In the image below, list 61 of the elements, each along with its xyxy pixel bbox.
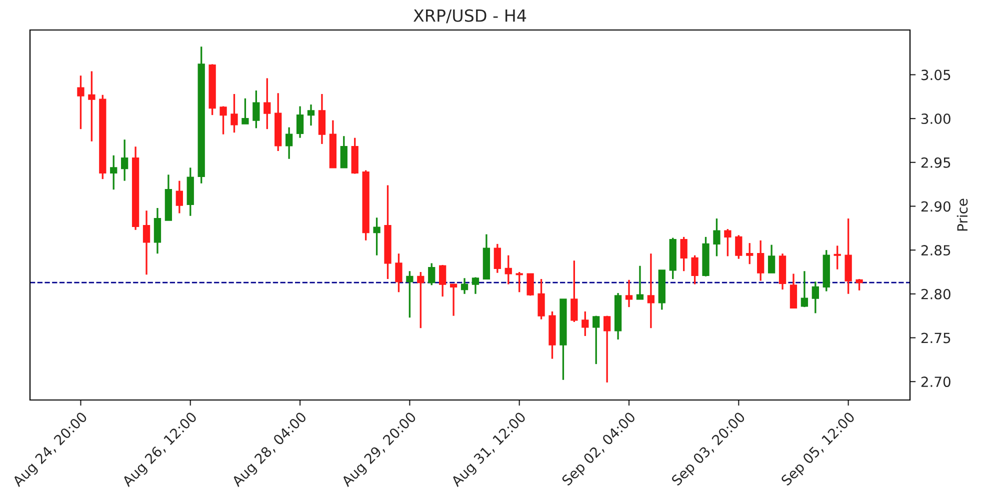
candlestick	[647, 252, 655, 329]
candlestick	[724, 228, 732, 258]
candlestick	[307, 104, 315, 126]
candlestick	[373, 216, 380, 256]
candlestick	[176, 180, 183, 214]
y-tick-label: 2.75	[921, 332, 950, 344]
candlestick	[757, 240, 764, 282]
candlestick	[691, 254, 698, 286]
candlestick	[713, 218, 720, 258]
candlestick	[406, 270, 414, 318]
y-tick-label: 2.95	[921, 157, 950, 168]
candlestick	[296, 105, 304, 139]
candlestick	[110, 154, 118, 190]
y-tick-label: 2.70	[921, 376, 950, 388]
y-tick-label: 3.00	[921, 114, 950, 124]
candlestick	[790, 272, 798, 309]
candlestick	[77, 74, 84, 130]
candlestick	[460, 277, 468, 295]
candlestick	[285, 126, 293, 160]
y-tick-label: 2.80	[921, 288, 950, 300]
candlestick	[242, 98, 249, 125]
y-tick-label: 3.05	[921, 70, 950, 80]
candlestick	[592, 314, 600, 365]
candlestick	[768, 244, 776, 274]
candlestick	[121, 138, 128, 182]
candlestick	[450, 283, 458, 317]
candlestick	[856, 278, 863, 292]
candlestick	[230, 93, 238, 134]
candlestick	[636, 265, 644, 300]
candlestick	[395, 252, 402, 293]
candlestick	[812, 280, 819, 314]
y-axis-title: Price	[956, 198, 968, 231]
candlestick	[428, 262, 436, 286]
candlestick	[494, 243, 501, 274]
candlestick	[340, 135, 348, 168]
candlestick	[604, 314, 611, 384]
candlestick	[526, 272, 534, 296]
y-tick-label: 2.85	[921, 245, 950, 256]
candlestick	[417, 271, 424, 329]
candlestick	[834, 244, 841, 270]
candlestick	[318, 93, 326, 145]
candlestick	[746, 242, 754, 265]
candlestick	[582, 310, 589, 337]
candlestick	[516, 271, 523, 293]
candlestick	[472, 276, 480, 295]
candlestick	[264, 77, 271, 130]
candlestick	[680, 236, 688, 272]
candlestick	[220, 105, 227, 136]
candlestick	[800, 270, 808, 308]
candlestick	[252, 90, 260, 130]
candlestick	[154, 207, 162, 254]
candlestick	[625, 279, 633, 308]
candlestick	[735, 234, 742, 260]
candlestick	[88, 70, 96, 142]
chart-title: XRP/USD - H4	[413, 9, 526, 24]
candlestick	[439, 264, 446, 298]
candlestick	[538, 278, 545, 320]
y-tick-label: 2.90	[921, 201, 950, 212]
candlestick	[504, 254, 512, 286]
candlestick	[142, 210, 150, 276]
candlestick	[570, 260, 578, 323]
